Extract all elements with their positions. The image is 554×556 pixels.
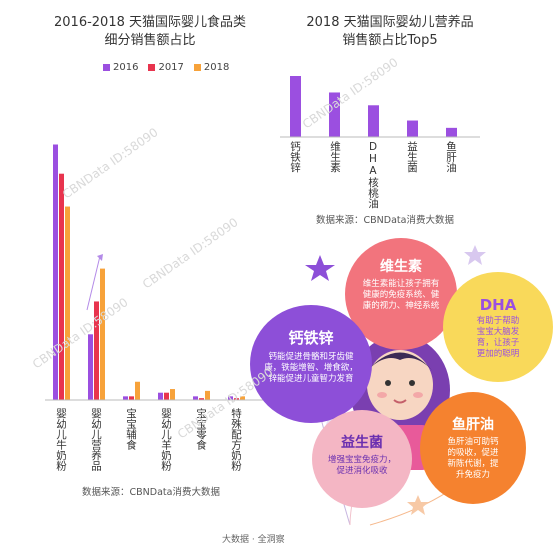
balloon-dha-desc-3: 育，让孩子	[476, 338, 520, 348]
right-chart-title-line2: 销售额占比Top5	[342, 33, 438, 48]
balloon-probiotic-title: 益生菌	[341, 435, 383, 451]
baby-cheek	[377, 392, 387, 398]
category-label-vitamin: 维生素	[329, 141, 341, 173]
balloon-calcium-desc-3: 锌能促进儿童智力发育	[268, 374, 354, 384]
baby-eye	[385, 380, 391, 386]
balloon-calcium-desc-1: 钙能促进骨骼和牙齿健	[268, 352, 354, 362]
balloon-calcium-desc-2: 康，铁能增智、增食欲，	[264, 363, 358, 373]
bar-2017-2	[129, 396, 134, 400]
category-label-probiotic: 益生菌	[406, 141, 418, 173]
baby-hair	[368, 352, 432, 370]
bar-top5-2	[368, 105, 379, 137]
left-chart-title-line2: 细分销售额占比	[104, 33, 196, 48]
right-chart-title: 2018 天猫国际婴幼儿营养品 销售额占比Top5	[275, 14, 505, 50]
baby-cheek	[413, 392, 423, 398]
balloon-vitamin-title: 维生素	[380, 259, 422, 275]
right-bar-chart	[280, 76, 480, 138]
category-label-food-supplement: 宝宝辅食	[125, 408, 137, 450]
balloon-dha-desc-1: 有助于帮助	[476, 316, 520, 326]
balloon-vitamin-desc-2: 健康的免疫系统、健	[362, 290, 440, 300]
trend-arrow	[86, 255, 101, 311]
bar-2017-1	[94, 301, 99, 400]
star-icon	[305, 255, 335, 281]
balloon-dha-desc-4: 更加的聪明	[476, 349, 520, 359]
bar-2017-3	[164, 392, 169, 400]
balloon-dha-title: DHA	[479, 296, 517, 314]
left-bar-chart	[45, 144, 275, 401]
left-chart-source: 数据来源：CBNData消费大数据	[82, 487, 220, 498]
balloon-cod-liver-oil-title: 鱼肝油	[452, 417, 494, 433]
bar-2017-4	[199, 398, 204, 400]
bar-top5-3	[407, 120, 418, 137]
category-label-dha: DHA核桃油	[367, 141, 379, 209]
left-chart-categories: 婴幼儿牛奶粉 婴幼儿营养品 宝宝辅食 婴幼儿羊奶粉 宝宝零食 特殊配方奶粉	[55, 408, 285, 488]
category-label-nutrition: 婴幼儿营养品	[90, 408, 102, 471]
category-label-special-formula: 特殊配方奶粉	[230, 408, 242, 471]
category-label-milk-powder: 婴幼儿牛奶粉	[55, 408, 67, 471]
category-label-snack: 宝宝零食	[195, 408, 207, 450]
balloon-calcium-title: 钙铁锌	[288, 329, 334, 347]
legend-item-2016: 2016	[103, 62, 138, 73]
balloon-cod-liver-oil-desc-2: 的吸收，促进	[447, 448, 499, 458]
balloon-cod-liver-oil-desc-1: 鱼肝油可助钙	[447, 437, 499, 447]
left-chart-legend: 2016 2017 2018	[103, 62, 229, 73]
trend-arrow-head	[97, 254, 103, 261]
legend-item-2018: 2018	[193, 62, 230, 73]
balloon-vitamin-desc-3: 康的视力、神经系统	[362, 301, 440, 311]
category-label-goat-milk: 婴幼儿羊奶粉	[160, 408, 172, 471]
legend-swatch-2018	[193, 64, 201, 71]
right-chart-categories: 钙铁锌 维生素 DHA核桃油 益生菌 鱼肝油	[289, 141, 489, 221]
category-label-cod-liver-oil: 鱼肝油	[445, 141, 457, 173]
bar-2018-3	[170, 389, 175, 400]
balloon-probiotic-desc-1: 增强宝宝免疫力，	[327, 455, 396, 465]
bar-2016-5	[228, 396, 233, 400]
balloon-cod-liver-oil-desc-3: 新陈代谢，提	[447, 459, 499, 469]
balloon-probiotic-desc-2: 促进消化吸收	[336, 466, 388, 476]
legend-label-2018: 2018	[203, 62, 230, 73]
baby-eye	[409, 380, 415, 386]
balloon-vitamin: 维生素 维生素能让孩子拥有 健康的免疫系统、健 康的视力、神经系统	[345, 238, 457, 350]
bar-2018-2	[135, 381, 140, 400]
footer-tagline: 大数据 · 全洞察	[222, 535, 285, 545]
balloon-cod-liver-oil-desc-4: 升免疫力	[455, 470, 490, 480]
baby-mouth	[393, 399, 407, 404]
star-icon	[407, 495, 429, 515]
balloon-vitamin-desc-1: 维生素能让孩子拥有	[362, 279, 440, 289]
baby-face	[367, 350, 433, 420]
category-label-calcium: 钙铁锌	[289, 141, 301, 173]
bar-2018-1	[100, 268, 105, 400]
bar-2018-5	[240, 396, 245, 400]
left-chart-title: 2016-2018 天猫国际婴儿食品类 细分销售额占比	[40, 14, 260, 50]
right-chart-title-line1: 2018 天猫国际婴幼儿营养品	[306, 15, 474, 30]
balloon-probiotic: 益生菌 增强宝宝免疫力， 促进消化吸收	[312, 410, 412, 508]
legend-item-2017: 2017	[148, 62, 184, 73]
bar-2017-0	[59, 173, 64, 400]
bar-2018-4	[205, 390, 210, 400]
right-chart-source: 数据来源：CBNData消费大数据	[316, 215, 454, 226]
bar-2016-4	[193, 396, 198, 400]
bar-2017-5	[234, 398, 239, 400]
bar-top5-0	[290, 76, 301, 137]
star-icon	[464, 245, 486, 265]
legend-swatch-2017	[148, 64, 156, 71]
bar-2018-0	[65, 206, 70, 400]
bar-2016-1	[88, 334, 93, 400]
balloon-dha-desc-2: 宝宝大脑发	[476, 327, 520, 337]
bar-2016-0	[53, 144, 58, 400]
legend-label-2016: 2016	[113, 62, 139, 73]
balloon-dha: DHA 有助于帮助 宝宝大脑发 育，让孩子 更加的聪明	[443, 272, 553, 382]
balloon-calcium: 钙铁锌 钙能促进骨骼和牙齿健 康，铁能增智、增食欲， 锌能促进儿童智力发育	[250, 305, 372, 423]
legend-swatch-2016	[103, 64, 110, 71]
balloon-cod-liver-oil: 鱼肝油 鱼肝油可助钙 的吸收，促进 新陈代谢，提 升免疫力	[420, 392, 526, 504]
legend-label-2017: 2017	[158, 62, 184, 73]
bar-top5-4	[446, 127, 457, 137]
bar-2016-2	[123, 396, 128, 400]
bar-2016-3	[158, 392, 163, 400]
bar-top5-1	[329, 92, 340, 137]
left-chart-title-line1: 2016-2018 天猫国际婴儿食品类	[54, 15, 246, 30]
